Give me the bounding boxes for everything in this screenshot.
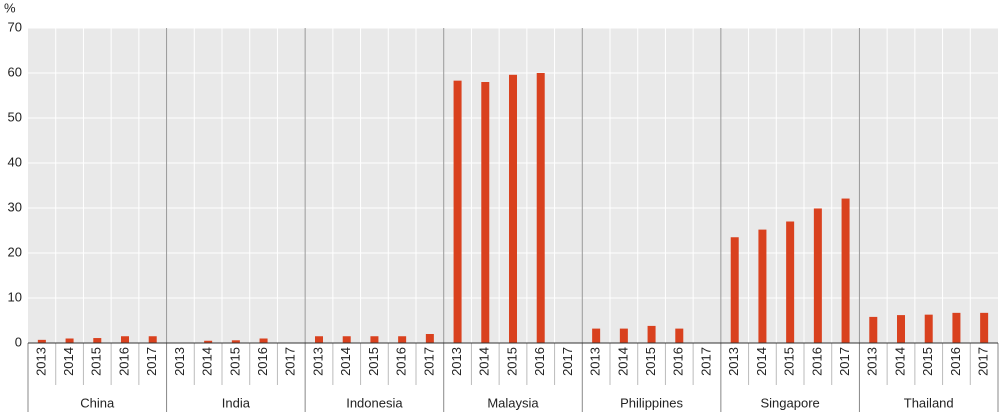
x-tick-label: 2017: [144, 347, 159, 376]
x-tick-label: 2017: [976, 347, 991, 376]
group-label: Malaysia: [487, 395, 539, 410]
group-label: Singapore: [761, 395, 820, 410]
bar: [425, 334, 434, 343]
x-tick-label: 2015: [643, 347, 658, 376]
bar: [980, 312, 989, 343]
bar: [370, 336, 379, 343]
x-tick-label: 2014: [615, 347, 630, 376]
x-tick-label: 2017: [560, 347, 575, 376]
x-tick-label: 2017: [421, 347, 436, 376]
x-tick-label: 2017: [698, 347, 713, 376]
group-label: India: [222, 395, 251, 410]
y-tick-label: 30: [8, 199, 22, 214]
bar: [841, 198, 850, 343]
bar: [398, 336, 407, 343]
x-tick-label: 2014: [61, 347, 76, 376]
x-tick-label: 2014: [754, 347, 769, 376]
x-tick-label: 2015: [89, 347, 104, 376]
x-tick-label: 2013: [588, 347, 603, 376]
x-tick-label: 2017: [837, 347, 852, 376]
x-tick-label: 2014: [200, 347, 215, 376]
bar: [924, 314, 933, 343]
y-tick-label: 60: [8, 64, 22, 79]
bar: [121, 336, 129, 343]
bar: [592, 328, 601, 343]
x-tick-label: 2013: [310, 347, 325, 376]
x-tick-label: 2015: [782, 347, 797, 376]
bar: [481, 82, 490, 343]
x-tick-label: 2015: [504, 347, 519, 376]
group-label: Philippines: [620, 395, 683, 410]
x-tick-label: 2013: [33, 347, 48, 376]
x-tick-label: 2017: [283, 347, 298, 376]
x-tick-label: 2015: [366, 347, 381, 376]
bar: [453, 80, 462, 344]
bar: [536, 73, 545, 343]
bar: [952, 312, 961, 343]
bar: [675, 328, 684, 343]
x-tick-label: 2013: [449, 347, 464, 376]
x-tick-label: 2016: [394, 347, 409, 376]
x-tick-label: 2013: [865, 347, 880, 376]
bar: [869, 316, 878, 343]
bar: [231, 340, 240, 343]
bar: [897, 315, 905, 343]
x-tick-label: 2016: [255, 347, 270, 376]
y-tick-label: 10: [8, 289, 22, 304]
x-tick-label: 2016: [532, 347, 547, 376]
x-tick-label: 2016: [116, 347, 131, 376]
bar: [813, 208, 822, 343]
x-tick-label: 2016: [671, 347, 686, 376]
x-tick-label: 2014: [892, 347, 907, 376]
bar: [619, 328, 628, 343]
y-tick-label: 0: [15, 334, 22, 349]
x-tick-label: 2014: [477, 347, 492, 376]
bar: [65, 338, 74, 343]
x-tick-label: 2016: [809, 347, 824, 376]
bar: [342, 336, 351, 343]
x-tick-label: 2015: [920, 347, 935, 376]
bar: [148, 336, 157, 343]
y-tick-label: 40: [8, 154, 22, 169]
x-tick-label: 2015: [227, 347, 242, 376]
bar: [204, 340, 213, 343]
x-tick-label: 2016: [948, 347, 963, 376]
bar: [93, 338, 102, 343]
bar: [647, 325, 656, 343]
y-tick-label: 50: [8, 109, 22, 124]
bar: [509, 74, 517, 344]
y-tick-label: 70: [8, 19, 22, 34]
group-label: China: [80, 395, 115, 410]
bar: [315, 336, 323, 343]
y-tick-label: 20: [8, 244, 22, 259]
bar: [758, 229, 767, 343]
bar: [37, 339, 46, 343]
group-label: Thailand: [904, 395, 954, 410]
bar: [730, 237, 739, 343]
x-tick-label: 2014: [338, 347, 353, 376]
group-label: Indonesia: [346, 395, 403, 410]
y-axis-label: %: [4, 0, 16, 15]
x-tick-label: 2013: [172, 347, 187, 376]
x-tick-label: 2013: [726, 347, 741, 376]
bar: [259, 338, 268, 343]
bar: [786, 221, 795, 343]
